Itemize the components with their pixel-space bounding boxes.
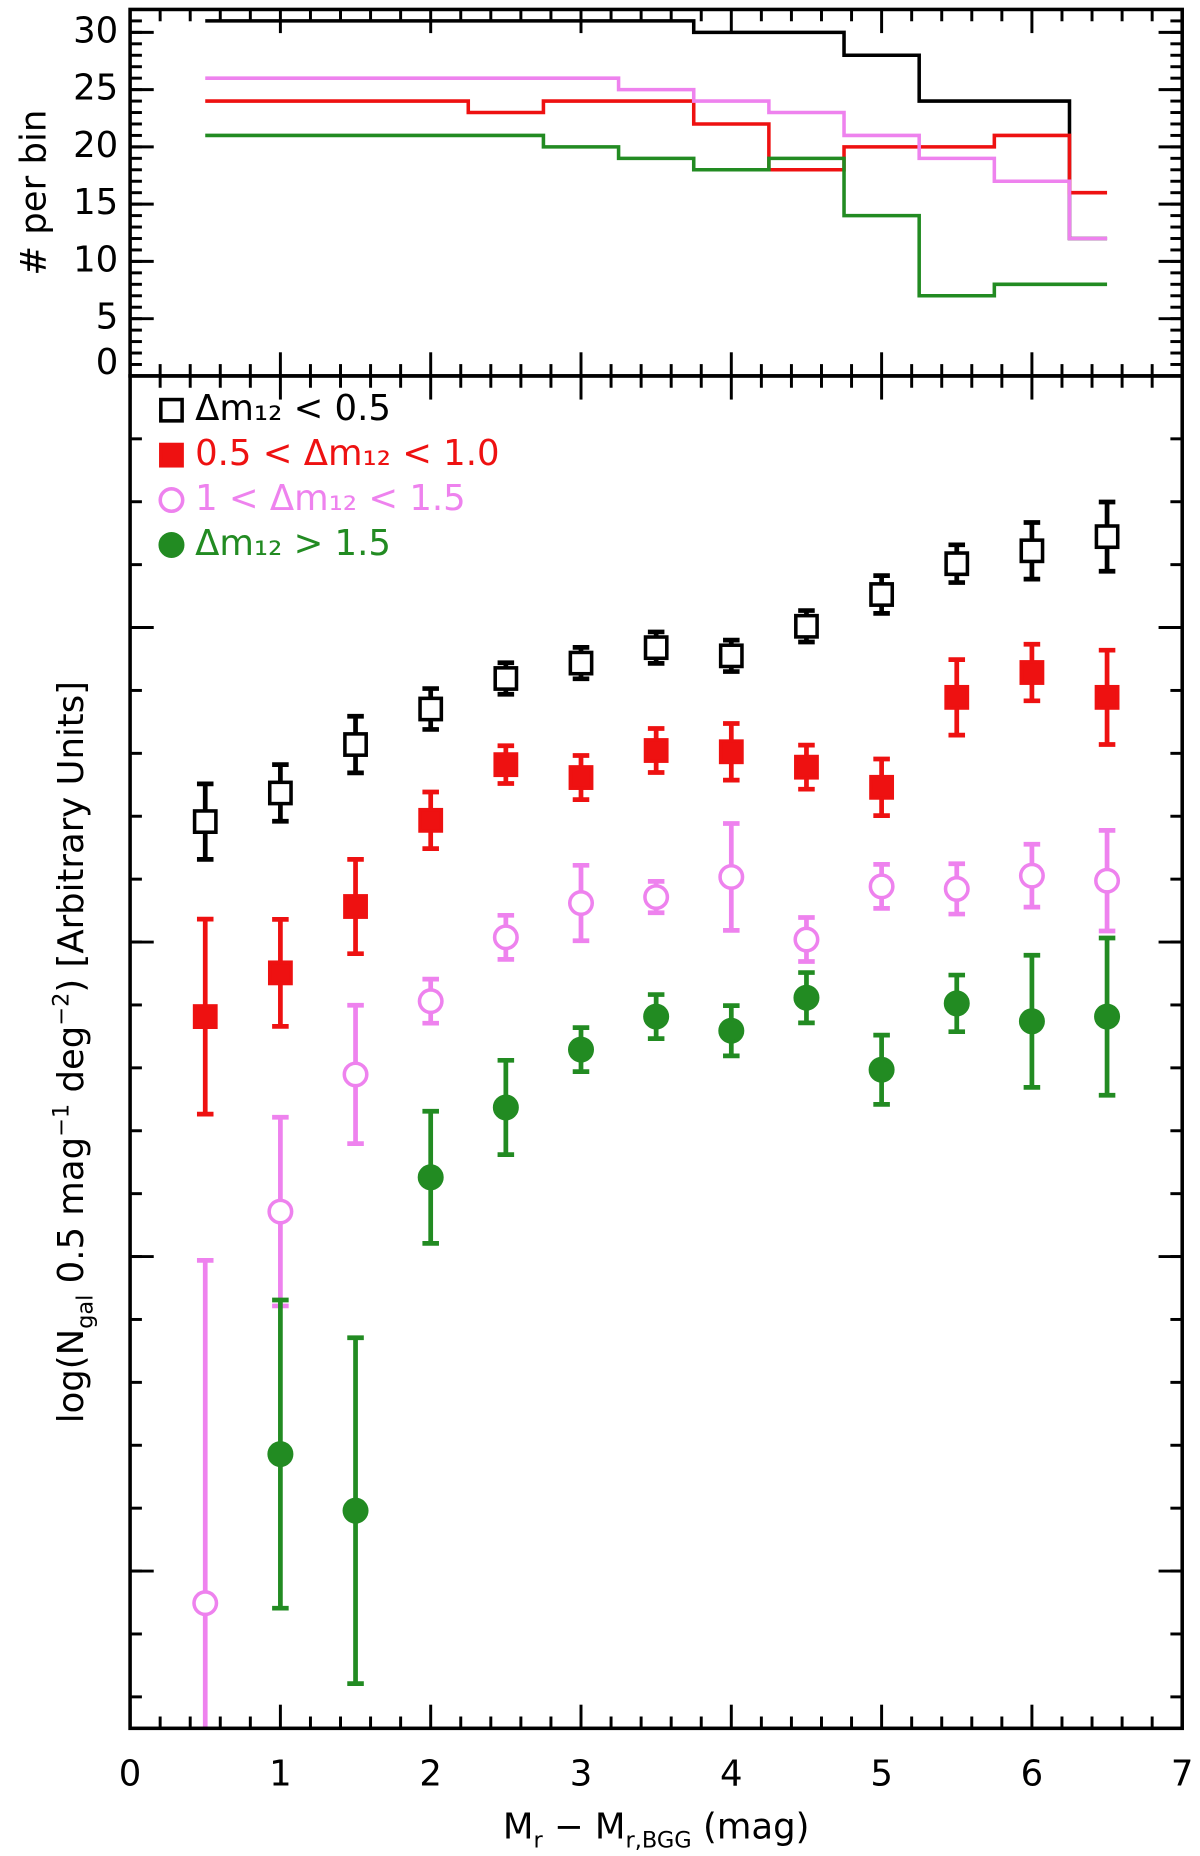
marker bbox=[492, 1094, 519, 1121]
marker bbox=[493, 666, 519, 691]
marker bbox=[267, 1441, 294, 1468]
marker bbox=[493, 752, 519, 778]
marker bbox=[1018, 862, 1045, 889]
marker bbox=[718, 1017, 745, 1044]
marker bbox=[568, 650, 594, 676]
marker bbox=[1094, 524, 1120, 550]
marker bbox=[192, 1590, 219, 1617]
marker bbox=[868, 873, 895, 900]
marker bbox=[943, 990, 970, 1017]
marker bbox=[643, 1003, 670, 1030]
legend-marker bbox=[159, 397, 184, 423]
marker bbox=[267, 780, 293, 806]
y-tick-label: 10 bbox=[73, 239, 118, 280]
step-line bbox=[205, 99, 1108, 195]
x-label-part: − M bbox=[543, 1806, 626, 1847]
step-line bbox=[205, 76, 1108, 241]
x-label-part: r bbox=[533, 1828, 543, 1854]
y-tick-label: 15 bbox=[73, 182, 118, 223]
legend-marker bbox=[158, 487, 185, 514]
error-bar bbox=[196, 1257, 214, 1729]
legend-label: 0.5 < Δm₁₂ < 1.0 bbox=[195, 433, 499, 474]
x-tick-label: 1 bbox=[269, 1754, 292, 1795]
x-tick-label: 5 bbox=[870, 1754, 893, 1795]
marker bbox=[718, 739, 744, 765]
marker bbox=[1019, 660, 1045, 685]
marker bbox=[868, 1056, 895, 1083]
marker bbox=[567, 890, 595, 917]
marker bbox=[643, 738, 669, 763]
axes-frame bbox=[128, 7, 1184, 378]
marker bbox=[343, 732, 368, 757]
x-tick-label: 2 bbox=[419, 1754, 442, 1795]
marker bbox=[417, 988, 444, 1015]
x-label-part: M bbox=[503, 1806, 534, 1847]
axes-frame bbox=[128, 374, 1184, 1731]
y-label-part: gal bbox=[72, 1295, 98, 1329]
bottom-y-label: log(Ngal 0.5 mag−1 deg−2) [Arbitrary Uni… bbox=[49, 681, 99, 1423]
y-tick-label: 30 bbox=[73, 10, 118, 51]
marker bbox=[492, 924, 519, 951]
marker bbox=[1019, 538, 1045, 564]
top-y-label: # per bin bbox=[14, 110, 55, 276]
marker bbox=[343, 894, 368, 919]
marker bbox=[1094, 684, 1120, 710]
y-label-part: −2 bbox=[49, 993, 75, 1026]
marker bbox=[643, 884, 670, 911]
marker bbox=[342, 1061, 369, 1088]
step-line bbox=[205, 19, 1108, 241]
marker bbox=[944, 551, 970, 577]
marker bbox=[1094, 1003, 1121, 1030]
marker bbox=[944, 684, 970, 710]
legend-label: Δm₁₂ < 0.5 bbox=[195, 388, 391, 429]
marker bbox=[267, 960, 293, 986]
marker bbox=[643, 635, 669, 661]
y-label-part: −1 bbox=[49, 1104, 75, 1137]
x-label-part: (mag) bbox=[692, 1806, 810, 1847]
marker bbox=[718, 643, 744, 669]
y-tick-label: 20 bbox=[73, 125, 118, 166]
y-tick-label: 25 bbox=[73, 68, 118, 109]
marker bbox=[794, 754, 819, 780]
marker bbox=[418, 696, 444, 722]
y-label-part: log(N bbox=[51, 1329, 92, 1423]
legend-label: 1 < Δm₁₂ < 1.5 bbox=[195, 478, 466, 519]
marker bbox=[568, 765, 594, 790]
plot-area bbox=[192, 499, 1121, 1729]
y-tick-label: 0 bbox=[96, 342, 119, 383]
marker bbox=[418, 807, 444, 833]
legend-label: Δm₁₂ > 1.5 bbox=[195, 523, 391, 564]
marker bbox=[794, 613, 819, 639]
marker bbox=[793, 926, 820, 953]
x-tick-label: 7 bbox=[1171, 1754, 1194, 1795]
legend-marker bbox=[159, 442, 184, 468]
x-tick-label: 6 bbox=[1021, 1754, 1044, 1795]
y-label-part: 0.5 mag bbox=[51, 1137, 92, 1295]
legend-marker bbox=[158, 531, 185, 558]
marker bbox=[192, 809, 218, 835]
marker bbox=[267, 1198, 294, 1225]
marker bbox=[869, 582, 895, 607]
marker bbox=[718, 863, 745, 890]
marker bbox=[943, 875, 970, 902]
y-label-part: deg bbox=[51, 1026, 92, 1104]
marker bbox=[793, 984, 820, 1011]
y-tick-label: 5 bbox=[96, 297, 119, 338]
marker bbox=[342, 1497, 369, 1524]
marker bbox=[1018, 1008, 1045, 1035]
marker bbox=[1094, 867, 1121, 894]
x-label-part: r,BGG bbox=[626, 1828, 692, 1854]
marker bbox=[869, 774, 895, 800]
y-label-part: ) [Arbitrary Units] bbox=[51, 681, 92, 993]
marker bbox=[192, 1004, 218, 1030]
x-tick-label: 4 bbox=[720, 1754, 743, 1795]
x-label: Mr − Mr,BGG (mag) bbox=[503, 1806, 810, 1853]
plot-area bbox=[205, 19, 1108, 298]
marker bbox=[567, 1036, 595, 1063]
step-line bbox=[205, 133, 1108, 298]
x-tick-label: 0 bbox=[119, 1754, 142, 1795]
x-tick-label: 3 bbox=[570, 1754, 593, 1795]
marker bbox=[417, 1164, 444, 1191]
